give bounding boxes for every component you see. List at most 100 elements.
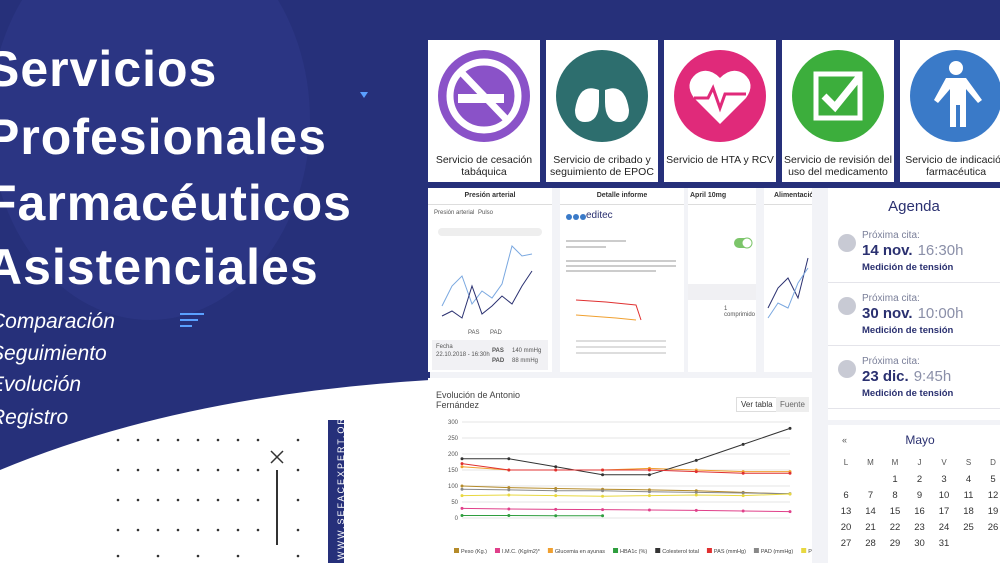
y-tick-label: 300 (448, 420, 459, 426)
icon (910, 50, 1000, 142)
calendar-icon (838, 297, 856, 315)
weekday: V (941, 458, 947, 467)
day: 13 (840, 506, 852, 517)
legend-swatch (547, 548, 553, 553)
weekday: M (867, 458, 874, 467)
card-date: 23 dic. 9:45h (862, 368, 951, 385)
series-line (461, 493, 791, 497)
day: 30 (914, 538, 925, 549)
hero-title: Profesionales (0, 109, 327, 165)
point (741, 509, 745, 513)
calendar-icon (838, 360, 856, 378)
y-tick-label: 200 (448, 452, 459, 458)
card-date: 30 nov. 10:00h (862, 305, 963, 322)
day: 15 (889, 506, 901, 517)
series-line (461, 507, 791, 513)
value: 140 mmHg (512, 348, 542, 354)
point (788, 426, 792, 430)
point (647, 494, 651, 498)
legend: PAS (468, 330, 480, 336)
y-tick-label: 250 (448, 436, 459, 442)
mini-chart (767, 257, 809, 319)
toggle (734, 237, 753, 249)
day: 12 (987, 490, 999, 501)
point (507, 486, 511, 490)
legend-label: I.M.C. (Kg/m2)* (502, 549, 541, 555)
day: 2 (916, 474, 923, 485)
card-desc: Medición de tensión (862, 388, 954, 399)
point (694, 470, 698, 474)
screen-title: Detalle informe (560, 188, 684, 205)
card-date: 14 nov. 16:30h (862, 242, 963, 259)
day: 10 (938, 490, 950, 501)
weekday: M (891, 458, 899, 467)
point (460, 487, 464, 491)
icon (792, 50, 884, 142)
point (694, 493, 698, 497)
service-caption: Servicio de HTA y RCV (666, 154, 774, 166)
feature-item: Registro (0, 406, 69, 429)
day: 4 (965, 474, 972, 485)
day: 6 (843, 490, 849, 501)
legend-swatch (655, 548, 661, 553)
day: 5 (990, 474, 996, 485)
point (601, 508, 605, 512)
day: 25 (963, 522, 974, 533)
day: 31 (938, 538, 950, 549)
point (507, 513, 511, 517)
agenda-card: Próxima cita: 14 nov. 16:30h Medición de te… (828, 222, 1000, 283)
point (507, 457, 511, 461)
point (601, 473, 605, 477)
day: 16 (914, 506, 925, 517)
day: 14 (865, 506, 876, 517)
day: 9 (916, 490, 923, 501)
button[interactable]: Fuente (776, 397, 809, 412)
value: 22.10.2018 - 16:30h (436, 352, 490, 358)
day: 23 (914, 522, 925, 533)
icon (674, 50, 766, 142)
screen-title: April 10mg (688, 188, 756, 205)
point (554, 494, 558, 498)
point (741, 442, 745, 446)
point (554, 487, 558, 491)
brand: editec (586, 210, 613, 221)
day: 3 (941, 474, 947, 485)
chart-title: Evolución de Antonio Fernández (436, 390, 521, 410)
series-line (461, 463, 790, 474)
point (554, 507, 558, 511)
day: 1 (892, 474, 898, 485)
legend-label: PAS (mmHg) (714, 549, 746, 555)
card-label: Próxima cita: (862, 230, 920, 241)
day: 21 (865, 522, 876, 533)
point (647, 473, 651, 477)
point (694, 508, 698, 512)
line-chart: 0 50 100 150 200 250 300 Peso (Kg.) I.M.C. (Kg/m… (448, 420, 812, 555)
agenda-title: Agenda (888, 198, 940, 215)
y-tick-label: 150 (448, 468, 459, 474)
day: 7 (867, 490, 874, 501)
calendar-month: Mayo (905, 433, 935, 447)
tab: Pulso (478, 210, 494, 216)
calendar-icon (838, 234, 856, 252)
series-line (461, 466, 790, 473)
y-tick-label: 50 (451, 500, 458, 506)
day: 27 (840, 538, 852, 549)
legend: PAD (490, 330, 502, 336)
report-content (566, 214, 676, 354)
hero-title: Asistenciales (0, 239, 319, 295)
day: 24 (938, 522, 950, 533)
legend-label: PULS (ppm) (808, 549, 812, 555)
day: 11 (963, 490, 974, 501)
point (460, 494, 464, 498)
point (554, 514, 558, 518)
service-tile: Servicio de revisión del uso del medicam… (782, 40, 894, 182)
service-caption: Servicio de cesación tabáquica (435, 154, 533, 178)
day: 19 (987, 506, 999, 517)
agenda-card: Próxima cita: 23 dic. 9:45h Medición de ten… (828, 348, 1000, 409)
value: 88 mmHg (512, 358, 539, 364)
legend-swatch (706, 548, 712, 553)
service-caption: Servicio de indicación farmacéutica (905, 154, 1000, 178)
day: 20 (840, 522, 852, 533)
mini-chart (438, 228, 542, 319)
